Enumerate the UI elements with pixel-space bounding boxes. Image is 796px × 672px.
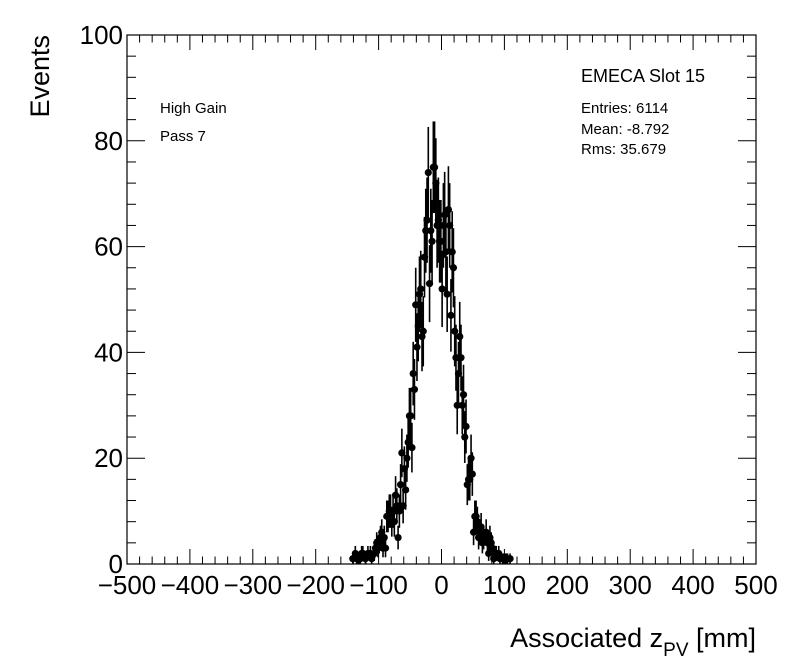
x-tick-label: −200 <box>286 570 345 600</box>
data-point <box>410 385 419 394</box>
data-point <box>413 343 421 351</box>
legend-rms: Rms: 35.679 <box>581 141 666 158</box>
x-tick-label: −300 <box>224 570 283 600</box>
data-point <box>444 205 453 214</box>
x-tick-label: −500 <box>98 570 157 600</box>
y-tick-label: 80 <box>94 126 123 156</box>
data-point <box>403 454 411 462</box>
y-tick-labels: 0 20 40 60 80 100 <box>80 20 123 579</box>
data-point <box>430 163 439 171</box>
legend-entries: Entries: 6114 <box>581 100 668 117</box>
x-tick-label: 400 <box>671 570 714 600</box>
data-point <box>438 285 446 293</box>
gain-annotation: High Gain <box>160 100 227 117</box>
y-tick-label: 100 <box>80 20 123 50</box>
data-point <box>408 444 416 452</box>
data-point <box>381 544 390 552</box>
x-axis-label-main: Associated z <box>510 623 663 653</box>
data-point <box>391 491 400 499</box>
data-point <box>424 168 432 177</box>
data-point <box>402 486 410 494</box>
x-axis-label-subscript: PV <box>663 640 689 661</box>
legend-title: EMECA Slot 15 <box>581 66 705 86</box>
data-point <box>461 433 469 441</box>
data-point <box>462 422 470 431</box>
data-points <box>349 121 514 564</box>
y-tick-label: 60 <box>94 232 123 262</box>
x-tick-label: 500 <box>734 570 777 600</box>
data-point <box>428 237 436 245</box>
x-tick-labels: −500 −400 −300 −200 −100 0 100 200 300 400 500 <box>98 570 778 600</box>
data-point <box>467 454 475 462</box>
data-point <box>451 327 459 335</box>
data-point <box>380 533 388 542</box>
y-tick-label: 0 <box>109 549 123 579</box>
data-point <box>449 264 458 272</box>
data-point <box>417 285 425 293</box>
data-point <box>457 354 465 362</box>
x-tick-label: 0 <box>434 570 448 600</box>
data-point <box>448 248 456 256</box>
x-tick-label: 300 <box>609 570 652 600</box>
data-point <box>468 470 476 478</box>
data-point <box>409 369 417 378</box>
x-tick-label: −400 <box>161 570 220 600</box>
data-point <box>394 533 402 542</box>
y-tick-label: 20 <box>94 443 123 473</box>
x-tick-label: −100 <box>349 570 408 600</box>
data-point <box>407 412 415 420</box>
x-axis-label-unit: [mm] <box>689 623 757 653</box>
data-point <box>506 555 514 563</box>
data-point <box>427 227 435 235</box>
x-tick-label: 100 <box>483 570 526 600</box>
data-point <box>423 216 431 224</box>
data-point <box>443 290 451 298</box>
axis-ticks <box>126 34 757 565</box>
legend-mean: Mean: -8.792 <box>581 121 669 138</box>
data-point <box>456 332 464 341</box>
data-point <box>458 401 466 409</box>
data-point <box>397 481 405 489</box>
pass-annotation: Pass 7 <box>160 128 206 145</box>
data-point <box>447 311 455 319</box>
data-point <box>419 327 427 335</box>
y-axis-label: Events <box>25 35 55 118</box>
data-point <box>459 391 468 399</box>
y-tick-label: 40 <box>94 337 123 367</box>
data-point <box>395 507 403 515</box>
x-tick-label: 200 <box>546 570 589 600</box>
x-axis-label: Associated zPV [mm] <box>510 623 756 661</box>
